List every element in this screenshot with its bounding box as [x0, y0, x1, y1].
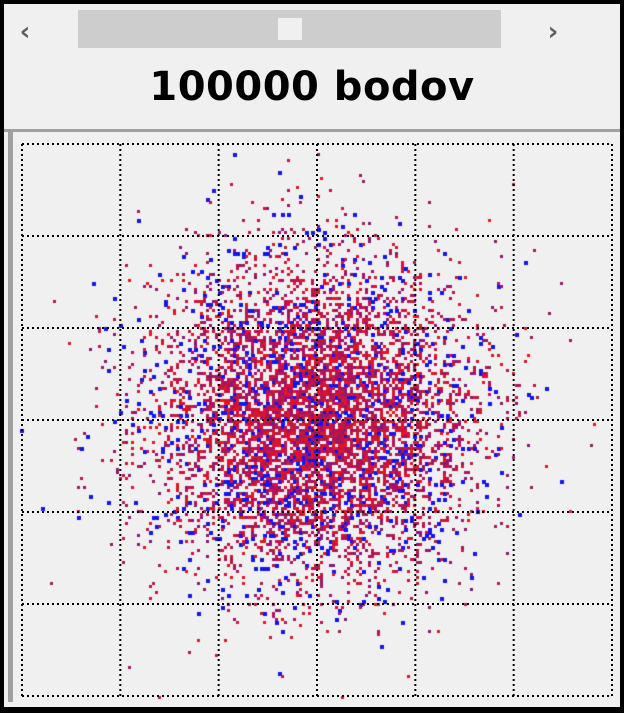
scatter-plot	[8, 132, 616, 702]
scrollbar-track[interactable]	[78, 10, 501, 48]
divider	[4, 129, 620, 132]
chart-title: 100000 bodov	[149, 64, 475, 110]
chevron-right-icon[interactable]: ›	[547, 17, 559, 47]
scrollbar-thumb[interactable]	[277, 18, 302, 40]
plot-left-edge	[8, 132, 13, 702]
plot-grid	[21, 143, 613, 697]
scatter-points	[8, 132, 616, 702]
chevron-left-icon[interactable]: ‹	[19, 17, 31, 47]
